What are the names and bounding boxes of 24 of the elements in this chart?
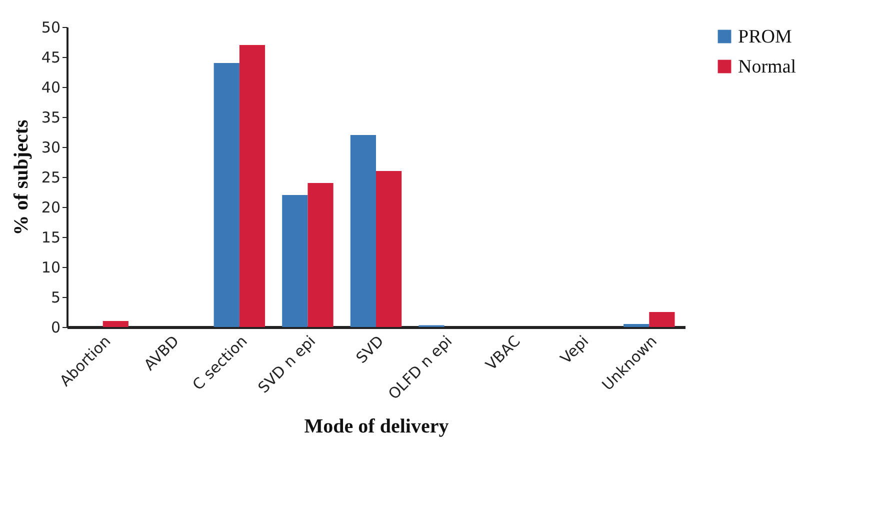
bar [282,195,308,327]
y-tick-label: 30 [41,138,60,156]
bar [376,171,402,327]
legend-label: Normal [738,56,796,78]
bar [239,45,266,327]
y-tick-label: 20 [41,198,60,216]
bar [350,135,376,327]
y-tick-label: 40 [41,78,60,96]
y-tick-label: 5 [50,288,60,306]
legend-label: PROM [738,26,792,48]
bar [649,312,675,327]
y-tick-label: 45 [41,48,60,66]
y-tick-label: 15 [41,228,60,246]
y-tick-label: 10 [41,258,60,276]
y-tick-label: 35 [41,108,60,126]
y-axis-title: % of subjects [10,120,32,236]
x-axis-title: Mode of delivery [304,415,449,438]
bar [214,63,240,327]
y-tick-label: 25 [41,168,60,186]
y-tick-label: 0 [50,318,60,336]
bar [102,321,128,327]
bar [308,183,334,327]
bar [624,324,650,327]
y-tick-label: 50 [41,18,60,36]
